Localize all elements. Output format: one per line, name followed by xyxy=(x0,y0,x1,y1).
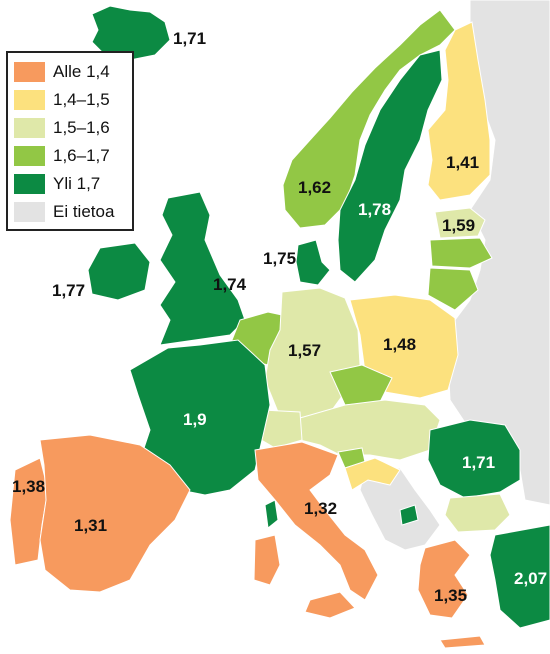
region-lithuania xyxy=(427,267,479,311)
region-uk xyxy=(159,191,246,346)
label-norway: 1,62 xyxy=(298,178,331,197)
region-sweden xyxy=(337,49,443,283)
legend-item-alle-1-4: Alle 1,4 xyxy=(14,61,110,83)
region-romania xyxy=(427,419,521,499)
legend-item-yli-1-7: Yli 1,7 xyxy=(14,173,100,195)
region-croatia xyxy=(344,457,401,491)
region-iceland xyxy=(91,5,171,61)
region-estonia xyxy=(434,207,486,239)
region-sicily xyxy=(304,591,356,619)
region-turkey xyxy=(489,524,550,629)
label-france: 1,9 xyxy=(183,410,207,429)
region-crete xyxy=(439,635,486,649)
label-italy: 1,32 xyxy=(304,499,337,518)
label-germany: 1,57 xyxy=(288,341,321,360)
legend-item-1-5-1-6: 1,5–1,6 xyxy=(14,117,110,139)
legend-item-1-6-1-7: 1,6–1,7 xyxy=(14,145,110,167)
label-finland: 1,41 xyxy=(446,153,479,172)
region-france xyxy=(129,339,271,496)
label-greece: 1,35 xyxy=(434,586,467,605)
label-portugal: 1,38 xyxy=(12,477,45,496)
legend-label: Yli 1,7 xyxy=(53,174,101,193)
label-romania: 1,71 xyxy=(462,453,495,472)
label-denmark: 1,75 xyxy=(263,249,296,268)
legend-swatch xyxy=(14,146,45,166)
label-ireland: 1,77 xyxy=(52,281,85,300)
legend-label: 1,4–1,5 xyxy=(53,90,110,109)
legend-item-ei-tietoa: Ei tietoa xyxy=(14,201,114,223)
legend: Alle 1,4 1,4–1,5 1,5–1,6 1,6–1,7 Yli 1,7… xyxy=(6,51,134,231)
region-spain xyxy=(39,434,191,593)
region-cyprus xyxy=(399,504,419,526)
region-finland xyxy=(427,21,491,201)
legend-label: 1,5–1,6 xyxy=(53,118,110,137)
region-corsica xyxy=(264,499,279,529)
region-no-data-balkans xyxy=(359,467,441,551)
region-italy xyxy=(254,441,379,601)
label-uk: 1,74 xyxy=(213,275,247,294)
label-estonia: 1,59 xyxy=(442,216,475,235)
region-bulgaria xyxy=(444,493,511,533)
region-central xyxy=(299,399,441,461)
region-sardinia xyxy=(253,534,281,586)
region-denmark xyxy=(295,239,331,286)
legend-swatch xyxy=(14,118,45,138)
region-ireland xyxy=(87,242,151,301)
label-turkey: 2,07 xyxy=(514,569,547,588)
region-latvia xyxy=(429,237,493,269)
label-iceland: 1,71 xyxy=(173,29,206,48)
legend-swatch xyxy=(14,202,45,222)
legend-swatch xyxy=(14,90,45,110)
region-czechia xyxy=(329,364,393,406)
label-spain: 1,31 xyxy=(74,516,107,535)
legend-label: 1,6–1,7 xyxy=(53,146,110,165)
region-norway xyxy=(282,9,456,229)
legend-label: Ei tietoa xyxy=(53,202,115,221)
legend-swatch xyxy=(14,62,45,82)
legend-item-1-4-1-5: 1,4–1,5 xyxy=(14,89,110,111)
legend-swatch xyxy=(14,174,45,194)
legend-label: Alle 1,4 xyxy=(53,62,110,81)
label-sweden: 1,78 xyxy=(358,200,391,219)
label-poland: 1,48 xyxy=(383,335,416,354)
region-greece xyxy=(417,539,471,619)
